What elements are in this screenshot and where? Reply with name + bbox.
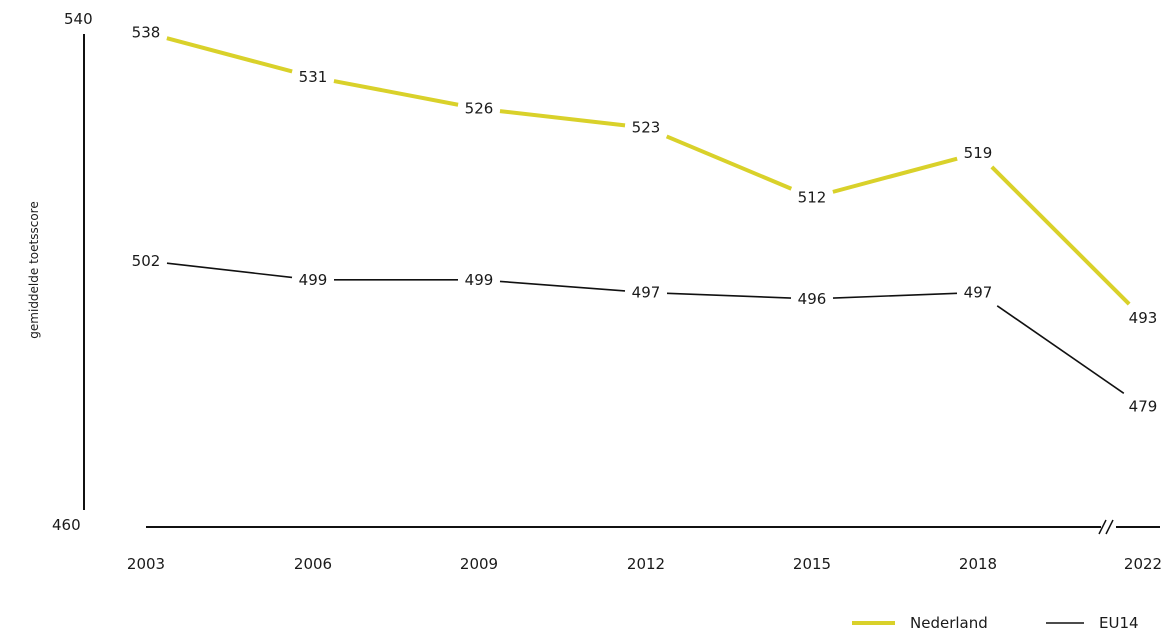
data-label-nederland-2003: 538 [132,24,161,42]
y-axis-label: gemiddelde toetsscore [27,201,41,338]
series-nederland-segment-2012-2015 [665,134,793,191]
x-axis [146,519,1160,535]
series-eu14: 502 499 499 497 496 497 479 [132,252,1158,416]
data-label-nederland-2022: 493 [1129,309,1158,327]
x-tick-label-2022: 2022 [1124,555,1162,573]
data-label-eu14-2022: 479 [1129,398,1158,416]
data-label-eu14-2015: 496 [798,290,827,308]
data-label-nederland-2012: 523 [632,119,661,137]
data-label-eu14-2006: 499 [299,271,328,289]
y-axis: 540 460 gemiddelde toetsscore [27,10,93,534]
data-label-nederland-2015: 512 [798,188,827,206]
x-tick-label-2012: 2012 [627,555,665,573]
series-layer: 2003 2006 2009 2012 2015 2018 2022 538 531 526 523… [127,24,1162,573]
x-tick-label-2006: 2006 [294,555,332,573]
y-tick-label-460: 460 [52,516,81,534]
data-label-eu14-2009: 499 [465,271,494,289]
series-nederland-segment-2003-2006 [166,36,293,74]
legend: Nederland EU14 [852,614,1139,632]
series-nederland-segment-2015-2018 [832,156,958,194]
data-label-nederland-2006: 531 [299,68,328,86]
data-label-nederland-2009: 526 [465,100,494,118]
x-tick-label-2003: 2003 [127,555,165,573]
series-eu14-segment-2009-2012 [499,280,626,292]
x-tick-label-2015: 2015 [793,555,831,573]
x-tick-label-2009: 2009 [460,555,498,573]
axis-break-mark [1098,519,1114,535]
x-tick-label-2018: 2018 [959,555,997,573]
data-label-nederland-2018: 519 [964,144,993,162]
data-label-eu14-2012: 497 [632,284,661,302]
series-eu14-segment-2003-2006 [166,262,293,279]
series-nederland-segment-2006-2009 [333,79,459,107]
series-nederland-segment-2009-2012 [499,109,626,128]
legend-label-eu14: EU14 [1099,614,1139,632]
series-nederland: 538 531 526 523 512 519 493 [132,24,1158,327]
data-label-eu14-2018: 497 [964,284,993,302]
series-eu14-segment-2015-2018 [832,292,958,299]
series-eu14-segment-2018-2022 [996,305,1125,394]
series-nederland-segment-2018-2022 [990,165,1131,306]
legend-label-nederland: Nederland [910,614,988,632]
data-label-eu14-2003: 502 [132,252,161,270]
series-eu14-segment-2012-2015 [666,292,792,299]
y-tick-label-540: 540 [64,10,93,28]
